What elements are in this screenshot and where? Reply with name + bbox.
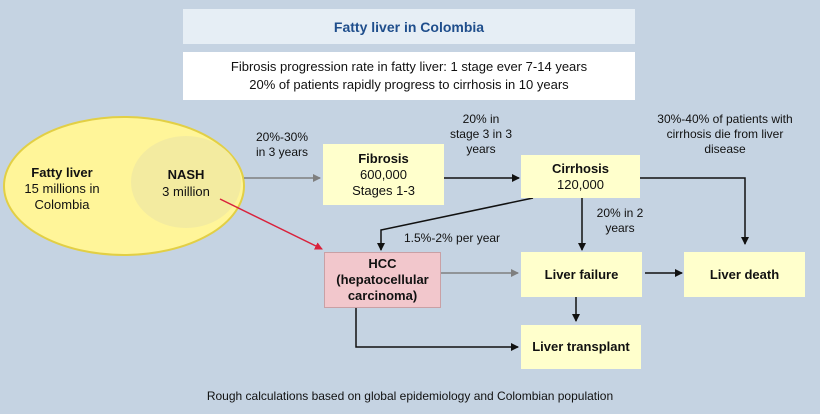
liver-failure-node: Liver failure (521, 252, 642, 297)
nash-ellipse (131, 136, 241, 228)
cirrhosis-node: Cirrhosis 120,000 (521, 155, 640, 198)
fatty-liver-count-2: Colombia (34, 197, 90, 212)
nash-text: NASH 3 million (141, 163, 231, 203)
label-cirrhosis-death-1: 30%-40% of patients with (657, 112, 793, 126)
liver-death-node: Liver death (684, 252, 805, 297)
footer-note: Rough calculations based on global epide… (206, 389, 614, 403)
arrow-fatty-hcc (219, 198, 323, 250)
label-cirrhosis-failure-2: years (605, 221, 635, 235)
label-cirrhosis-death: 30%-40% of patients with cirrhosis die f… (640, 112, 810, 157)
label-nash-fibrosis: 20%-30% in 3 years (247, 130, 317, 160)
fibrosis-stages: Stages 1-3 (352, 182, 415, 198)
label-fibrosis-cirrhosis-1: 20% in (462, 112, 500, 126)
fibrosis-node: Fibrosis 600,000 Stages 1-3 (323, 144, 444, 205)
label-cirrhosis-death-3: disease (704, 142, 746, 156)
cirrhosis-name: Cirrhosis (551, 160, 610, 176)
fibrosis-count: 600,000 (360, 166, 407, 182)
info-box: Fibrosis progression rate in fatty liver… (183, 52, 635, 100)
fatty-liver-text: Fatty liver 15 millions in Colombia (12, 158, 112, 220)
liver-death-name: Liver death (709, 266, 780, 282)
arrow-cirrhosis-death (640, 177, 749, 245)
arrow-hcc-transplant (355, 308, 519, 351)
label-cirrhosis-death-2: cirrhosis die from liver (666, 127, 784, 141)
cirrhosis-count: 120,000 (557, 176, 604, 192)
arrow-cirrhosis-hcc (377, 197, 534, 251)
label-cirrhosis-failure-1: 20% in 2 (596, 206, 644, 220)
label-nash-fibrosis-2: in 3 years (255, 145, 309, 159)
fatty-liver-count-1: 15 millions in (24, 181, 100, 196)
label-fibrosis-cirrhosis-2: stage 3 in 3 (449, 127, 513, 141)
liver-transplant-node: Liver transplant (521, 325, 641, 369)
hcc-node: HCC (hepatocellular carcinoma) (324, 252, 441, 308)
fatty-liver-name: Fatty liver (31, 165, 93, 180)
info-line-1: Fibrosis progression rate in fatty liver… (230, 59, 588, 74)
liver-failure-name: Liver failure (544, 266, 619, 282)
hcc-full-name-2: carcinoma) (347, 288, 418, 303)
liver-transplant-name: Liver transplant (532, 339, 630, 354)
label-cirrhosis-failure: 20% in 2 years (588, 206, 652, 236)
label-cirrhosis-hcc: 1.5%-2% per year (404, 231, 501, 245)
label-fibrosis-cirrhosis: 20% in stage 3 in 3 years (436, 112, 526, 157)
nash-count: 3 million (162, 184, 210, 199)
hcc-full-name-1: (hepatocellular (336, 272, 429, 287)
info-line-2: 20% of patients rapidly progress to cirr… (249, 77, 569, 92)
diagram-title: Fatty liver in Colombia (183, 9, 635, 44)
hcc-name: HCC (368, 256, 397, 271)
nash-name: NASH (167, 167, 205, 182)
label-fibrosis-cirrhosis-3: years (466, 142, 496, 156)
label-nash-fibrosis-1: 20%-30% (255, 130, 309, 144)
fibrosis-name: Fibrosis (358, 150, 409, 166)
